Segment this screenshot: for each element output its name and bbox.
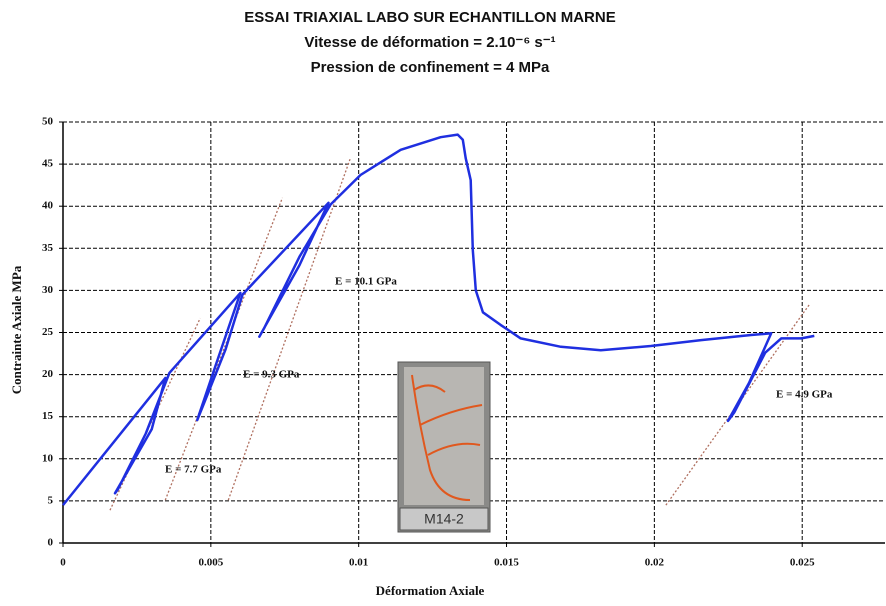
x-tick-label: 0	[60, 557, 66, 569]
reference-line	[227, 157, 352, 501]
y-tick-label: 0	[48, 537, 54, 549]
annotation: E = 7.7 GPa	[165, 464, 222, 476]
y-tick-label: 15	[42, 410, 54, 422]
y-tick-label: 20	[42, 368, 54, 380]
reference-line	[109, 317, 201, 511]
y-tick-label: 30	[42, 284, 54, 296]
x-tick-label: 0.02	[645, 557, 665, 569]
plot-area: 0 5 10 15 20 25 30 35 40 45 50 0 0.005 0.01 0.015 0.02 0…	[42, 116, 885, 569]
reference-line	[164, 197, 284, 501]
photo-cracks	[411, 374, 483, 501]
chart-subtitle: Vitesse de déformation = 2.10⁻⁶ s⁻¹	[304, 34, 555, 51]
x-tick-label: 0.025	[790, 557, 815, 569]
photo-inset: M14-2	[397, 361, 491, 533]
y-tick-label: 45	[42, 158, 54, 170]
x-tick-label: 0.005	[198, 557, 223, 569]
chart-subtitle: Pression de confinement = 4 MPa	[311, 59, 550, 76]
y-tick-label: 50	[42, 116, 54, 128]
x-tick-label: 0.01	[349, 557, 368, 569]
annotation: E = 9.3 GPa	[243, 369, 300, 381]
y-tick-label: 35	[42, 242, 54, 254]
annotation: E = 10.1 GPa	[335, 276, 397, 288]
y-axis-label: Contrainte Axiale MPa	[9, 265, 24, 394]
chart-title: ESSAI TRIAXIAL LABO SUR ECHANTILLON MARN…	[244, 9, 615, 26]
x-tick-label: 0.015	[494, 557, 519, 569]
y-tick-label: 25	[42, 326, 54, 338]
annotation: E = 4.9 GPa	[776, 389, 833, 401]
photo-label-box	[399, 507, 489, 531]
y-tick-label: 40	[42, 200, 54, 212]
photo-label: M14-2	[424, 511, 464, 527]
y-tick-label: 10	[42, 452, 54, 464]
y-tick-label: 5	[48, 494, 54, 506]
data-line	[62, 133, 815, 506]
x-axis-label: Déformation Axiale	[376, 583, 485, 598]
